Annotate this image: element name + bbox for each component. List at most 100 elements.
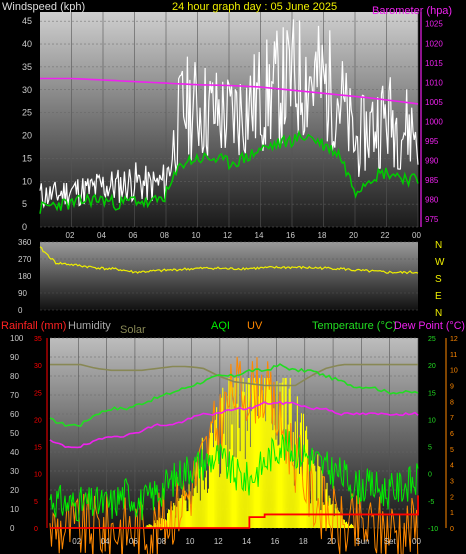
uv-tick-label: 7	[450, 415, 454, 422]
barometer-axis-title: Barometer (hpa)	[372, 5, 452, 17]
uv-tick-label: 8	[450, 399, 454, 406]
p3-time-label: 18	[299, 537, 308, 546]
p3-time-label: 02	[72, 537, 81, 546]
direction-tick-label: 360	[18, 238, 32, 247]
baro-tick-label: 1020	[425, 39, 443, 48]
p1-time-label: 16	[286, 231, 295, 240]
p1-time-label: 00	[412, 231, 421, 240]
dewpoint-line	[49, 400, 419, 449]
temperature-line	[49, 363, 419, 427]
uv-tick-label: 12	[450, 336, 458, 343]
p1-time-label: 08	[160, 231, 169, 240]
wind-tick-label: 45	[22, 16, 32, 26]
humidity-tick-label: 90	[10, 353, 19, 362]
uv-tick-label: 1	[450, 510, 454, 517]
uv-label: UV	[247, 320, 263, 332]
temp-tick-label: -5	[428, 499, 434, 506]
uv-tick-label: 0	[450, 526, 454, 533]
baro-tick-label: 1015	[425, 59, 443, 68]
wind-tick-label: 40	[22, 39, 32, 49]
direction-tick-label: 0	[18, 306, 23, 315]
humidity-label: Humidity	[68, 320, 111, 332]
humidity-tick-label: 20	[10, 486, 19, 495]
aqi-line	[49, 429, 419, 522]
direction-tick-label: 180	[18, 272, 32, 281]
humidity-tick-label: 30	[10, 467, 19, 476]
wind-tick-label: 35	[22, 62, 32, 72]
wind-tick-label: 10	[22, 176, 32, 186]
p3-time-label: Set	[384, 537, 397, 546]
rain-tick-label: 35	[34, 336, 42, 343]
baro-tick-label: 990	[425, 157, 439, 166]
p1-time-label: 04	[97, 231, 106, 240]
uv-tick-label: 11	[450, 352, 457, 359]
temp-tick-label: 0	[428, 472, 432, 479]
p1-time-label: 12	[223, 231, 232, 240]
rainfall-label: Rainfall (mm)	[1, 320, 66, 332]
p3-time-label: 10	[186, 537, 195, 546]
uv-tick-label: 6	[450, 431, 454, 438]
direction-tick-label: 90	[18, 289, 27, 298]
p1-time-label: 10	[192, 231, 201, 240]
p1-time-label: 22	[381, 231, 390, 240]
aqi-label: AQI	[211, 320, 230, 332]
compass-label: W	[435, 257, 445, 268]
p3-time-label: 00	[412, 537, 421, 546]
p1-time-label: 20	[349, 231, 358, 240]
temp-tick-label: 10	[428, 417, 436, 424]
compass-label: N	[435, 308, 442, 319]
wind-tick-label: 20	[22, 131, 32, 141]
graph-title: 24 hour graph day : 05 June 2025	[172, 1, 337, 13]
uv-tick-label: 9	[450, 384, 454, 391]
temp-tick-label: 5	[428, 445, 432, 452]
humidity-tick-label: 10	[10, 505, 19, 514]
baro-tick-label: 995	[425, 137, 439, 146]
baro-tick-label: 1025	[425, 20, 443, 29]
wind-tick-label: 30	[22, 85, 32, 95]
humidity-tick-label: 50	[10, 429, 19, 438]
wind-tick-label: 5	[22, 199, 27, 209]
rain-tick-label: 0	[34, 526, 38, 533]
p1-time-label: 02	[66, 231, 75, 240]
compass-label: N	[435, 240, 442, 251]
uv-tick-label: 10	[450, 368, 458, 375]
uv-tick-label: 3	[450, 479, 454, 486]
humidity-tick-label: 40	[10, 448, 19, 457]
uv-tick-label: 5	[450, 447, 454, 454]
p3-time-label: 06	[129, 537, 138, 546]
barometer-line	[40, 77, 419, 105]
p3-time-label: 20	[327, 537, 336, 546]
rainfall-line	[50, 495, 419, 529]
rain-tick-label: 25	[34, 390, 42, 397]
humidity-tick-label: 100	[10, 334, 24, 343]
direction-tick-label: 270	[18, 255, 32, 264]
p3-time-label: Sun	[355, 537, 369, 546]
humidity-line	[50, 363, 418, 387]
solar-label: Solar	[120, 324, 146, 336]
temp-tick-label: 15	[428, 390, 436, 397]
wind-tick-label: 15	[22, 153, 32, 163]
p3-time-label: 16	[270, 537, 279, 546]
rain-tick-label: 5	[34, 499, 38, 506]
rain-tick-label: 10	[34, 472, 42, 479]
baro-tick-label: 1010	[425, 78, 443, 87]
p3-time-label: 12	[214, 537, 223, 546]
humidity-tick-label: 60	[10, 410, 19, 419]
temp-tick-label: -10	[428, 526, 438, 533]
p3-time-label: 08	[157, 537, 166, 546]
windspeed-axis-title: Windspeed (kph)	[2, 1, 85, 13]
baro-tick-label: 985	[425, 176, 439, 185]
rain-tick-label: 20	[34, 417, 42, 424]
wind-average-line	[39, 129, 419, 214]
p1-time-label: 18	[318, 231, 327, 240]
p1-time-label: 14	[255, 231, 264, 240]
temp-tick-label: 20	[428, 363, 436, 370]
compass-label: E	[435, 291, 442, 302]
humidity-tick-label: 0	[10, 524, 15, 533]
compass-label: S	[435, 274, 442, 285]
rain-tick-label: 30	[34, 363, 42, 370]
uv-tick-label: 2	[450, 494, 454, 501]
humidity-tick-label: 70	[10, 391, 19, 400]
